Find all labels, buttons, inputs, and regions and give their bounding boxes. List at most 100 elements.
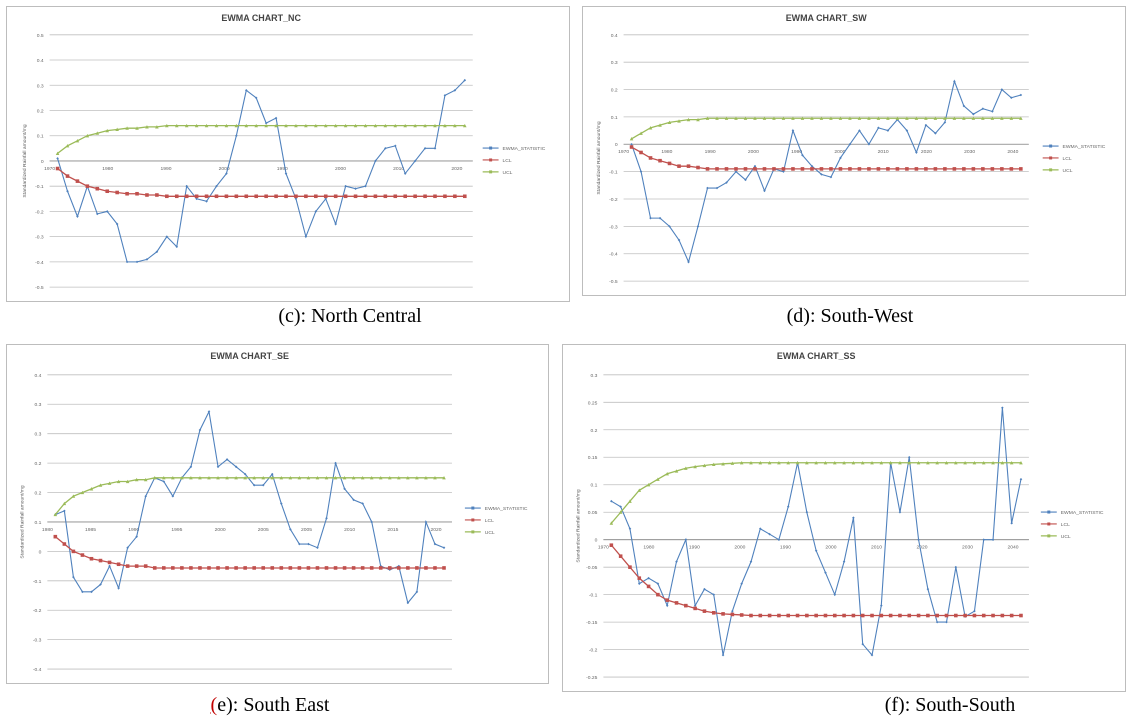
lcl-point (89, 556, 94, 561)
lcl-point (876, 167, 881, 171)
y-tick-label: 0.3 (35, 402, 42, 408)
ucl-point (323, 123, 328, 128)
ucl-point (270, 476, 275, 480)
lcl-point (609, 543, 614, 547)
ucl-point (952, 116, 957, 120)
ewma-statistic-point (343, 487, 346, 491)
lcl-point (62, 542, 67, 546)
ewma-statistic-point (628, 527, 632, 530)
y-tick-label: 0.2 (591, 428, 598, 434)
ewma-statistic-point (706, 186, 709, 190)
lcl-point (791, 167, 795, 171)
ucl-line (631, 117, 1021, 140)
x-tick-label: 2010 (878, 149, 889, 155)
ucl-line (610, 462, 1021, 524)
ewma-statistic-point (66, 189, 69, 193)
ewma-statistic-point (649, 216, 652, 220)
x-tick-label: 1990 (128, 527, 139, 533)
y-tick-label: -0.5 (609, 279, 618, 285)
ucl-point (648, 126, 653, 130)
ucl-point (962, 116, 966, 120)
lcl-point (674, 601, 679, 605)
ewma-statistic-line (631, 79, 1021, 264)
ucl-point (171, 476, 175, 480)
ewma-statistic-point (235, 134, 238, 138)
chart-title: EWMA CHART_SE (210, 351, 289, 361)
lcl-point (279, 566, 284, 570)
ucl-point (373, 123, 378, 128)
ucl-point (1009, 116, 1014, 120)
x-tick-label: 1990 (780, 545, 791, 551)
lcl-point (423, 194, 427, 199)
ewma-statistic-point (135, 535, 138, 538)
ucl-point (254, 123, 259, 128)
lcl-point (639, 150, 643, 155)
y-tick-label: 0 (39, 549, 42, 555)
lcl-point (71, 549, 76, 554)
lcl-point (924, 167, 928, 171)
lcl-point (343, 194, 348, 199)
ucl-point (914, 116, 919, 120)
lcl-point (165, 194, 169, 199)
ucl-point (75, 138, 80, 143)
ewma-statistic-point (886, 129, 890, 132)
ewma-statistic-point (1010, 521, 1013, 525)
ewma-statistic-point (637, 582, 641, 585)
ucl-point (730, 461, 735, 465)
ewma-statistic-point (289, 528, 292, 531)
ucl-point (274, 123, 278, 128)
ucl-point (107, 481, 112, 485)
lcl-point (1019, 167, 1023, 171)
ewma-statistic-point (696, 225, 700, 228)
lcl-point (351, 566, 356, 570)
ewma-statistic-point (982, 538, 986, 541)
lcl-point (730, 612, 735, 617)
y-tick-label: -0.2 (33, 608, 42, 614)
lcl-point (629, 145, 634, 149)
x-tick-label: 1990 (791, 149, 802, 155)
ucl-point (85, 133, 90, 138)
ewma-statistic-point (144, 494, 148, 498)
ucl-point (795, 460, 800, 465)
lcl-point (180, 566, 184, 570)
chart-svg-se: EWMA CHART_SE Standardized Rainfall amoun… (20, 351, 528, 673)
ucl-point (686, 117, 691, 122)
x-tick-label: 1990 (160, 166, 171, 172)
legend-marker-ucl (471, 530, 475, 534)
ucl-point (143, 477, 148, 482)
lcl-point (363, 194, 368, 199)
ewma-statistic-point (162, 480, 166, 483)
lcl-point (116, 562, 121, 567)
lcl-point (905, 167, 909, 171)
lcl-point (1000, 167, 1004, 171)
ucl-point (189, 476, 193, 480)
chart-panel-sw: EWMA CHART_SW Standardized Rainfall amoun… (582, 6, 1126, 296)
lcl-point (360, 566, 365, 570)
lcl-point (415, 566, 419, 570)
ucl-point (393, 123, 398, 128)
ucl-point (297, 476, 302, 480)
y-axis-label: Standardized Rainfall amount/mg (22, 124, 28, 197)
ucl-point (224, 123, 229, 128)
lcl-point (935, 613, 939, 618)
ewma-statistic-point (898, 510, 902, 514)
legend-label-ewma-statistic: EWMA_STATISTIC (485, 506, 528, 512)
y-tick-label: 0.2 (611, 88, 618, 94)
lcl-point (194, 194, 199, 199)
ewma-statistic-point (677, 238, 681, 242)
x-tick-label: 1970 (618, 149, 629, 155)
lcl-point (814, 613, 818, 618)
ucl-point (743, 116, 748, 120)
ucl-point (696, 117, 700, 122)
lcl-point (214, 194, 219, 199)
ewma-statistic-point (234, 465, 238, 469)
ewma-statistic-point (108, 564, 111, 568)
y-tick-label: 0 (41, 159, 44, 165)
ucl-point (423, 123, 427, 128)
ewma-statistic-point (216, 465, 220, 469)
ucl-line (54, 477, 445, 516)
lcl-point (646, 584, 651, 589)
legend-label-lcl: LCL (503, 158, 512, 164)
ucl-point (851, 460, 856, 465)
ucl-point (453, 123, 457, 128)
